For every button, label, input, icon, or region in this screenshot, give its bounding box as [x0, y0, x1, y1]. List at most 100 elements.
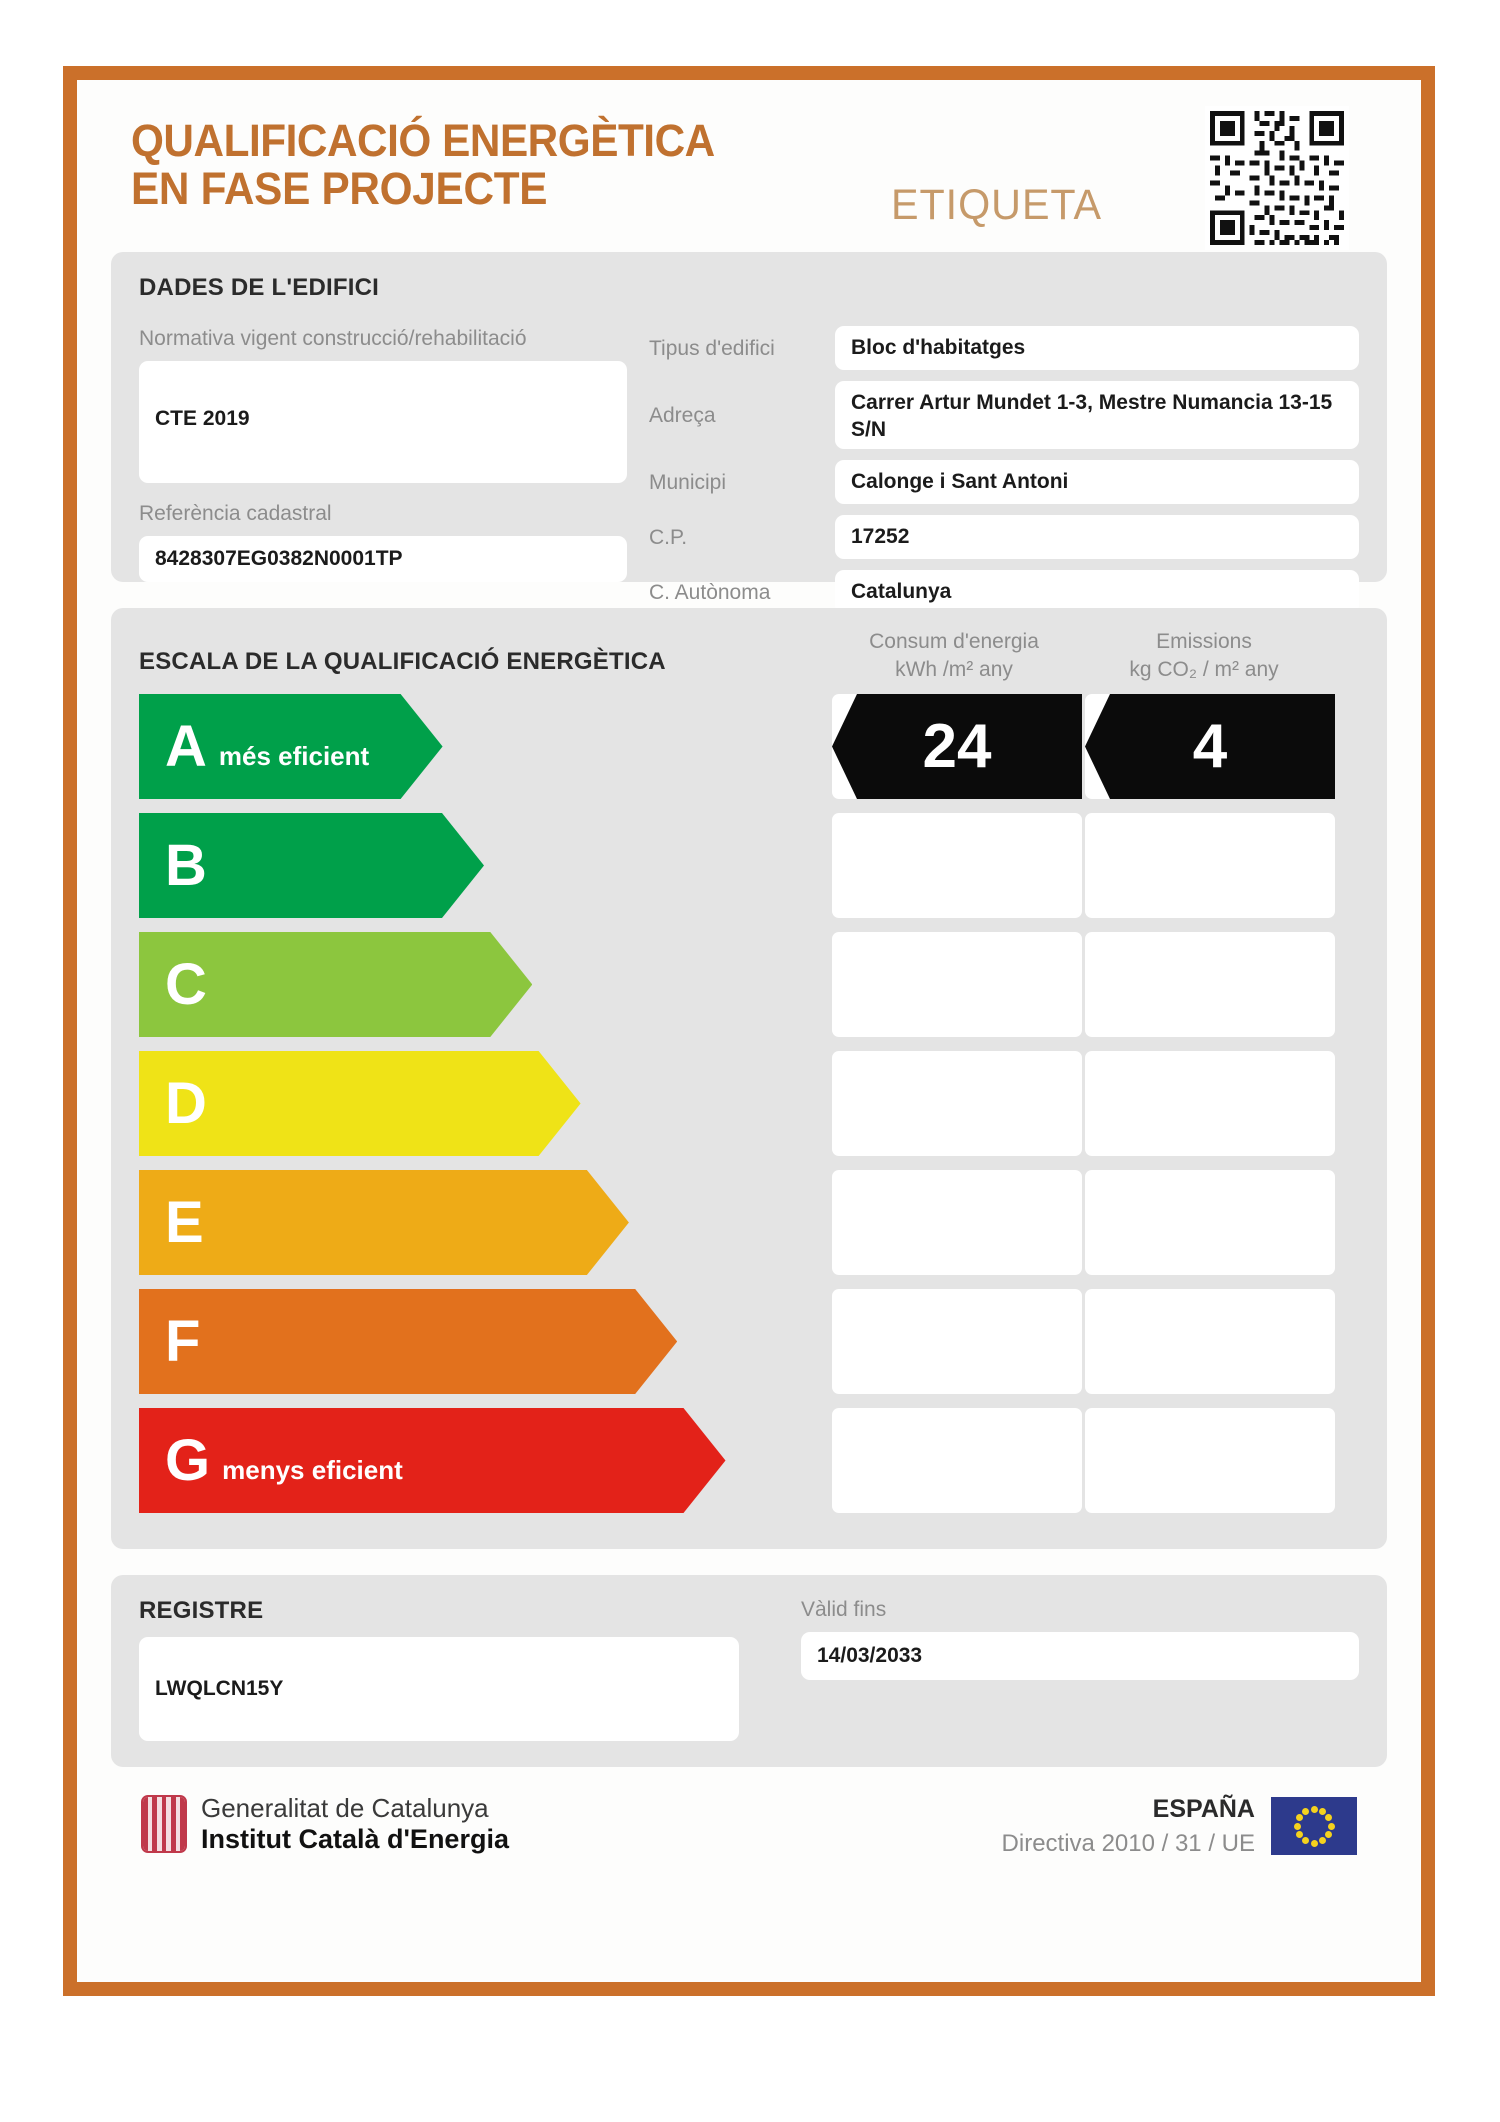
consum-cell-d — [832, 1051, 1082, 1156]
energy-class-row-d: D — [139, 1051, 1359, 1156]
field-row-autonoma: C. Autònoma Catalunya — [649, 570, 1359, 614]
eu-star — [1295, 1814, 1303, 1821]
energy-class-letter-c: C — [165, 951, 207, 1017]
etiqueta-label: ETIQUETA — [891, 181, 1103, 229]
energy-class-row-c: C — [139, 932, 1359, 1037]
energy-bar-d: D — [139, 1051, 581, 1156]
energy-class-letter-f: F — [165, 1308, 201, 1374]
energy-bar-zone-c: C — [139, 932, 829, 1037]
energy-scale-panel: ESCALA DE LA QUALIFICACIÓ ENERGÈTICA Con… — [111, 608, 1387, 1549]
autonoma-label: C. Autònoma — [649, 581, 771, 604]
register-code-value: LWQLCN15Y — [139, 1637, 739, 1741]
normativa-label: Normativa vigent construcció/rehabilitac… — [139, 327, 527, 350]
field-row-municipi: Municipi Calonge i Sant Antoni — [649, 460, 1359, 504]
consum-header-line2: kWh /m² any — [895, 658, 1013, 682]
consum-cell-b — [832, 813, 1082, 918]
emissions-column-header: Emissions kg CO₂ / m² any — [1079, 628, 1329, 685]
generalitat-line1: Generalitat de Catalunya — [201, 1793, 489, 1823]
energy-class-letter-g: G — [165, 1427, 211, 1493]
adreca-value: Carrer Artur Mundet 1-3, Mestre Numancia… — [835, 381, 1359, 449]
label-header: QUALIFICACIÓ ENERGÈTICA EN FASE PROJECTE… — [111, 102, 1387, 250]
title-line-1: QUALIFICACIÓ ENERGÈTICA — [131, 115, 715, 166]
consum-cell-g — [832, 1408, 1082, 1513]
eu-directive-group: ESPAÑA Directiva 2010 / 31 / UE — [1002, 1795, 1357, 1858]
directive-label: Directiva 2010 / 31 / UE — [1001, 1830, 1255, 1857]
energy-class-row-f: F — [139, 1289, 1359, 1394]
espana-label: ESPAÑA — [1152, 1795, 1255, 1823]
eu-star — [1325, 1831, 1333, 1838]
qr-code-icon — [1205, 106, 1349, 250]
energy-class-letter-a: A — [165, 713, 207, 779]
valid-until-value: 14/03/2033 — [801, 1632, 1359, 1681]
energy-bar-e: E — [139, 1170, 629, 1275]
emissions-header-line2: kg CO₂ / m² any — [1129, 658, 1279, 682]
energy-class-letter-b: B — [165, 832, 207, 898]
energy-label-frame: QUALIFICACIÓ ENERGÈTICA EN FASE PROJECTE… — [63, 66, 1435, 1996]
eu-star — [1310, 1805, 1318, 1813]
generalitat-shield-icon — [141, 1795, 187, 1854]
emissions-header-line1: Emissions — [1156, 630, 1252, 653]
generalitat-logo-group: Generalitat de Catalunya Institut Català… — [141, 1793, 509, 1856]
generalitat-line2: Institut Català d'Energia — [201, 1823, 509, 1854]
efficiency-caption-g: menys eficient — [222, 1455, 403, 1485]
energy-bar-b: B — [139, 813, 484, 918]
building-data-panel: DADES DE L'EDIFICI Normativa vigent cons… — [111, 252, 1387, 614]
energy-class-row-e: E — [139, 1170, 1359, 1275]
valid-until-label: Vàlid fins — [801, 1598, 887, 1621]
tipus-edifici-value: Bloc d'habitatges — [835, 326, 1359, 370]
qr-code[interactable] — [1205, 106, 1349, 250]
energy-bar-f: F — [139, 1289, 677, 1394]
eu-star — [1325, 1814, 1333, 1821]
emissions-cell-e — [1085, 1170, 1335, 1275]
eu-star — [1319, 1837, 1326, 1845]
energy-scale-title: ESCALA DE LA QUALIFICACIÓ ENERGÈTICA — [139, 648, 666, 675]
energy-bar-zone-b: B — [139, 813, 829, 918]
emissions-cell-a: 4 — [1085, 694, 1335, 799]
cp-value: 17252 — [835, 515, 1359, 559]
cadastral-value: 8428307EG0382N0001TP — [139, 536, 627, 583]
page-title: QUALIFICACIÓ ENERGÈTICA EN FASE PROJECTE — [131, 115, 752, 212]
energy-class-letter-e: E — [165, 1189, 204, 1255]
municipi-value: Calonge i Sant Antoni — [835, 460, 1359, 504]
tipus-edifici-label: Tipus d'edifici — [649, 337, 775, 360]
cadastral-label: Referència cadastral — [139, 502, 332, 526]
consum-cell-f — [832, 1289, 1082, 1394]
label-footer: Generalitat de Catalunya Institut Català… — [111, 1767, 1387, 1917]
eu-star — [1310, 1839, 1318, 1847]
emissions-cell-d — [1085, 1051, 1335, 1156]
consum-value-badge: 24 — [832, 694, 1082, 799]
consum-cell-c — [832, 932, 1082, 1037]
consum-column-header: Consum d'energia kWh /m² any — [829, 628, 1079, 685]
eu-star — [1302, 1837, 1309, 1845]
building-data-title: DADES DE L'EDIFICI — [139, 274, 379, 301]
emissions-cell-g — [1085, 1408, 1335, 1513]
energy-bar-c: C — [139, 932, 532, 1037]
consum-cell-e — [832, 1170, 1082, 1275]
consum-cell-a: 24 — [832, 694, 1082, 799]
autonoma-value: Catalunya — [835, 570, 1359, 614]
consum-header-line1: Consum d'energia — [869, 630, 1039, 653]
energy-bar-zone-f: F — [139, 1289, 829, 1394]
emissions-cell-b — [1085, 813, 1335, 918]
municipi-label: Municipi — [649, 471, 727, 494]
adreca-label: Adreça — [649, 404, 716, 427]
field-row-adreca: Adreça Carrer Artur Mundet 1-3, Mestre N… — [649, 381, 1359, 449]
eu-star — [1302, 1807, 1309, 1815]
energy-class-letter-d: D — [165, 1070, 207, 1136]
register-panel: REGISTRE LWQLCN15Y Vàlid fins 14/03/2033 — [111, 1575, 1387, 1767]
eu-star — [1319, 1807, 1326, 1815]
eu-star — [1327, 1822, 1335, 1830]
emissions-cell-c — [1085, 932, 1335, 1037]
energy-bar-zone-d: D — [139, 1051, 829, 1156]
energy-class-row-b: B — [139, 813, 1359, 918]
eu-star — [1295, 1831, 1303, 1838]
register-title: REGISTRE — [139, 1597, 264, 1624]
cp-label: C.P. — [649, 526, 688, 549]
field-row-cp: C.P. 17252 — [649, 515, 1359, 559]
